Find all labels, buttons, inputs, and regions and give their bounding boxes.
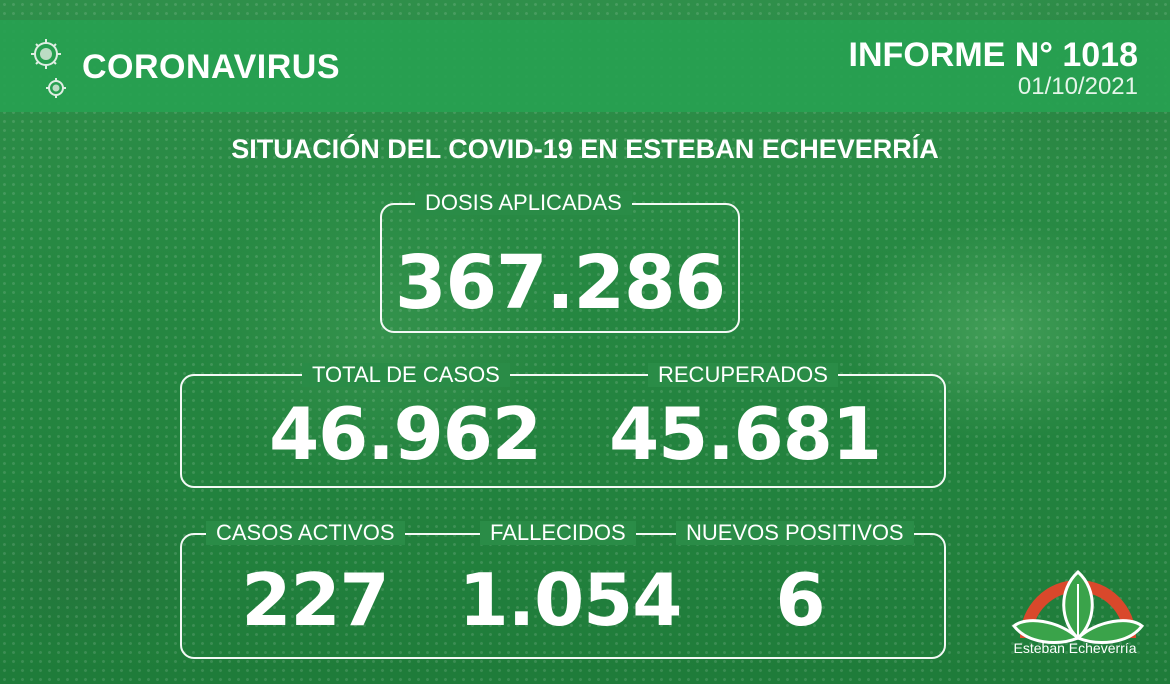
doses-label: DOSIS APLICADAS <box>415 191 632 215</box>
situation-title: SITUACIÓN DEL COVID-19 EN ESTEBAN ECHEVE… <box>231 134 939 164</box>
logo-text: Esteban Echeverría <box>1013 640 1137 656</box>
doses-value: 367.286 <box>394 240 726 326</box>
deaths-value: 1.054 <box>458 558 683 642</box>
brand-title: CORONAVIRUS <box>82 48 340 86</box>
recovered-value: 45.681 <box>609 392 882 476</box>
cases-box <box>180 374 946 488</box>
total-cases-value: 46.962 <box>269 392 542 476</box>
active-cases-value: 227 <box>241 558 389 642</box>
header-band <box>0 20 1170 112</box>
total-cases-label: TOTAL DE CASOS <box>302 363 510 387</box>
report-date: 01/10/2021 <box>1017 73 1138 100</box>
new-positives-label: NUEVOS POSITIVOS <box>676 521 914 545</box>
virus-icon <box>31 39 66 98</box>
report-number: INFORME N° 1018 <box>848 36 1138 74</box>
active-cases-label: CASOS ACTIVOS <box>206 521 405 545</box>
deaths-label: FALLECIDOS <box>480 521 636 545</box>
report-info: INFORME N° 1018 01/10/2021 <box>849 36 1138 100</box>
logo-leaf-icon <box>1011 569 1145 644</box>
recovered-label: RECUPERADOS <box>648 363 838 387</box>
new-positives-value: 6 <box>775 558 825 642</box>
